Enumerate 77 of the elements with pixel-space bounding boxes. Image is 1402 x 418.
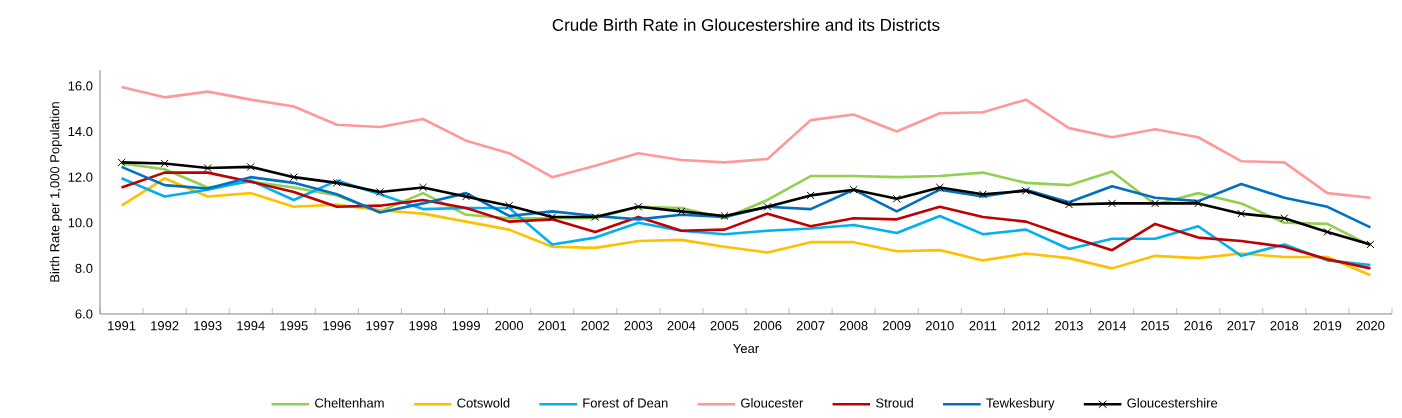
point xyxy=(1021,186,1030,195)
x-tick-label: 2012 xyxy=(1012,320,1040,331)
point xyxy=(160,159,169,168)
legend-label: Gloucester xyxy=(741,397,804,408)
x-tick-label: 2009 xyxy=(882,320,911,331)
legend-label: Forest of Dean xyxy=(583,397,668,408)
x-tick-label: 2014 xyxy=(1098,320,1127,331)
point xyxy=(505,201,514,210)
point xyxy=(806,191,815,200)
point xyxy=(634,202,643,211)
x-tick-label: 1991 xyxy=(108,320,136,331)
x-tick-label: 2006 xyxy=(753,320,782,331)
point xyxy=(1366,240,1375,249)
x-tick-label: 2010 xyxy=(926,320,954,331)
x-tick-label: 2015 xyxy=(1141,320,1170,331)
point xyxy=(203,163,212,172)
y-tick-label: 14.0 xyxy=(68,126,93,136)
x-tick-label: 1995 xyxy=(280,320,308,331)
point xyxy=(1323,227,1332,236)
point xyxy=(1108,199,1117,208)
point xyxy=(677,207,686,216)
x-tick-label: 2002 xyxy=(581,320,610,331)
legend-label: Tewkesbury xyxy=(986,397,1055,410)
y-tick-label: 6.0 xyxy=(75,309,93,319)
point xyxy=(935,183,944,192)
x-tick-label: 2020 xyxy=(1356,320,1385,331)
point xyxy=(332,178,341,187)
x-tick-label: 2008 xyxy=(839,320,868,331)
y-tick-label: 8.0 xyxy=(75,263,93,273)
y-tick-label: 16.0 xyxy=(68,81,93,91)
x-tick-label: 1996 xyxy=(323,320,351,331)
x-tick-label: 1994 xyxy=(237,320,265,331)
x-tick-label: 2018 xyxy=(1270,320,1299,331)
x-tick-label: 2003 xyxy=(624,320,653,331)
point xyxy=(548,212,557,221)
point xyxy=(978,190,987,199)
x-tick-label: 2019 xyxy=(1313,320,1342,331)
x-tick-label: 2013 xyxy=(1055,320,1083,331)
legend-label: Stroud xyxy=(876,397,913,408)
x-axis-title: Year xyxy=(733,343,759,353)
point xyxy=(1280,213,1289,223)
point xyxy=(289,172,298,181)
x-tick-label: 2005 xyxy=(710,320,739,331)
point xyxy=(462,192,471,201)
legend-label: Gloucestershire xyxy=(1127,397,1218,408)
point xyxy=(1194,199,1203,208)
point xyxy=(117,158,126,167)
point xyxy=(591,212,600,221)
x-tick-label: 2017 xyxy=(1227,320,1256,331)
point xyxy=(418,183,428,192)
x-tick-label: 2016 xyxy=(1184,320,1213,331)
point xyxy=(763,202,772,211)
x-tick-label: 1997 xyxy=(366,320,394,331)
x-tick-label: 2000 xyxy=(495,320,524,331)
y-tick-label: 10.0 xyxy=(68,217,93,228)
x-tick-label: 2011 xyxy=(969,320,997,331)
point xyxy=(1151,199,1160,208)
x-tick-label: 1993 xyxy=(194,320,222,331)
point xyxy=(1064,200,1074,209)
line-series xyxy=(120,85,1372,199)
point xyxy=(892,194,901,203)
y-axis-title: Birth Rate per 1,000 Population xyxy=(49,101,62,282)
point xyxy=(1237,209,1246,218)
legend-label: Cotswold xyxy=(457,397,510,408)
point xyxy=(720,211,729,220)
legend-label: Cheltenham xyxy=(315,397,384,408)
y-tick-label: 12.0 xyxy=(68,172,93,182)
point xyxy=(375,187,384,196)
x-tick-label: 2007 xyxy=(796,320,825,331)
x-tick-label: 2004 xyxy=(667,320,696,331)
x-tick-label: 1999 xyxy=(452,320,480,331)
point xyxy=(246,162,255,171)
chart-title: Crude Birth Rate in Gloucestershire and its Districts xyxy=(552,18,940,31)
x-tick-label: 2001 xyxy=(538,320,567,331)
x-tick-label: 1998 xyxy=(409,320,437,331)
point xyxy=(849,185,858,194)
x-tick-label: 1992 xyxy=(151,320,179,331)
